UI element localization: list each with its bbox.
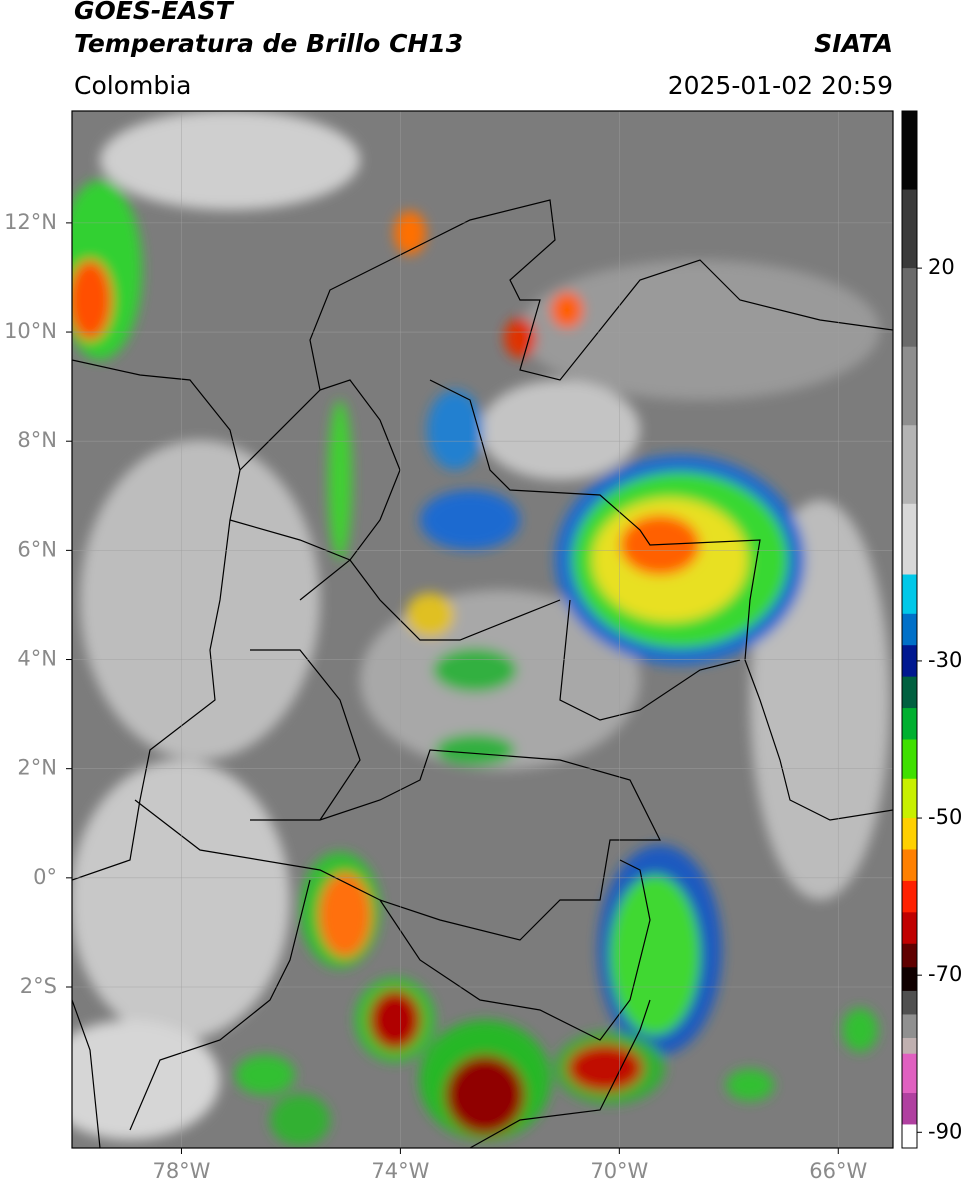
colorbar-segment xyxy=(902,778,917,819)
lat-tick-label: 12°N xyxy=(4,210,57,234)
lat-tick-label: 6°N xyxy=(17,537,57,561)
colorbar-segment xyxy=(902,676,917,709)
lat-tick-label: 2°S xyxy=(20,974,57,998)
colorbar-segment xyxy=(902,503,917,576)
clouds xyxy=(72,111,890,1146)
colorbar-tick-label: -30 xyxy=(928,648,962,672)
lat-tick-label: 10°N xyxy=(4,319,57,343)
lat-tick-label: 2°N xyxy=(17,756,57,780)
imagery xyxy=(72,111,893,1148)
colorbar-segment xyxy=(902,268,917,348)
colorbar-segment xyxy=(902,111,917,191)
product: Temperatura de Brillo CH13 xyxy=(74,29,463,58)
colorbar-tick-label: -50 xyxy=(928,805,962,829)
colorbar-segment xyxy=(902,425,917,505)
datetime: 2025-01-02 20:59 xyxy=(668,71,893,100)
map-frame xyxy=(71,110,894,1149)
colorbar-segment xyxy=(902,189,917,269)
colorbar-segment xyxy=(902,574,917,615)
colorbar-segment xyxy=(902,849,917,882)
colorbar-segment xyxy=(902,1093,917,1125)
lon-tick-label: 66°W xyxy=(809,1159,867,1183)
colorbar-segment xyxy=(902,967,917,992)
colorbar-segment xyxy=(902,708,917,740)
colorbar-segment xyxy=(902,739,917,780)
lat-tick-label: 8°N xyxy=(17,428,57,452)
colorbar-segment xyxy=(902,1038,917,1055)
colorbar-tick-label: -90 xyxy=(928,1119,962,1143)
colorbar-frame xyxy=(901,110,918,1149)
lon-tick-label: 70°W xyxy=(590,1159,648,1183)
colorbar-segment xyxy=(902,1053,917,1094)
lat-tick-label: 0° xyxy=(33,865,57,889)
colorbar-tick-label: 20 xyxy=(928,255,955,279)
lat-tick-label: 4°N xyxy=(17,647,57,671)
borders xyxy=(72,199,893,1148)
colorbar-segment xyxy=(902,346,917,426)
colorbar-segment xyxy=(902,1014,917,1039)
organization: SIATA xyxy=(814,29,893,58)
colorbar-segment xyxy=(902,943,917,968)
colorbar-segment xyxy=(902,912,917,945)
colorbar-segment xyxy=(902,990,917,1015)
lon-tick-label: 78°W xyxy=(152,1159,210,1183)
region: Colombia xyxy=(74,71,191,100)
colorbar-segment xyxy=(902,645,917,678)
colorbar-segment xyxy=(902,880,917,913)
satellite: GOES-EAST xyxy=(74,0,235,25)
colorbar-tick-label: -70 xyxy=(928,962,962,986)
colorbar-segment xyxy=(902,1124,917,1149)
lon-tick-label: 74°W xyxy=(371,1159,429,1183)
colorbar-segment xyxy=(902,613,917,646)
colorbar-segment xyxy=(902,818,917,850)
